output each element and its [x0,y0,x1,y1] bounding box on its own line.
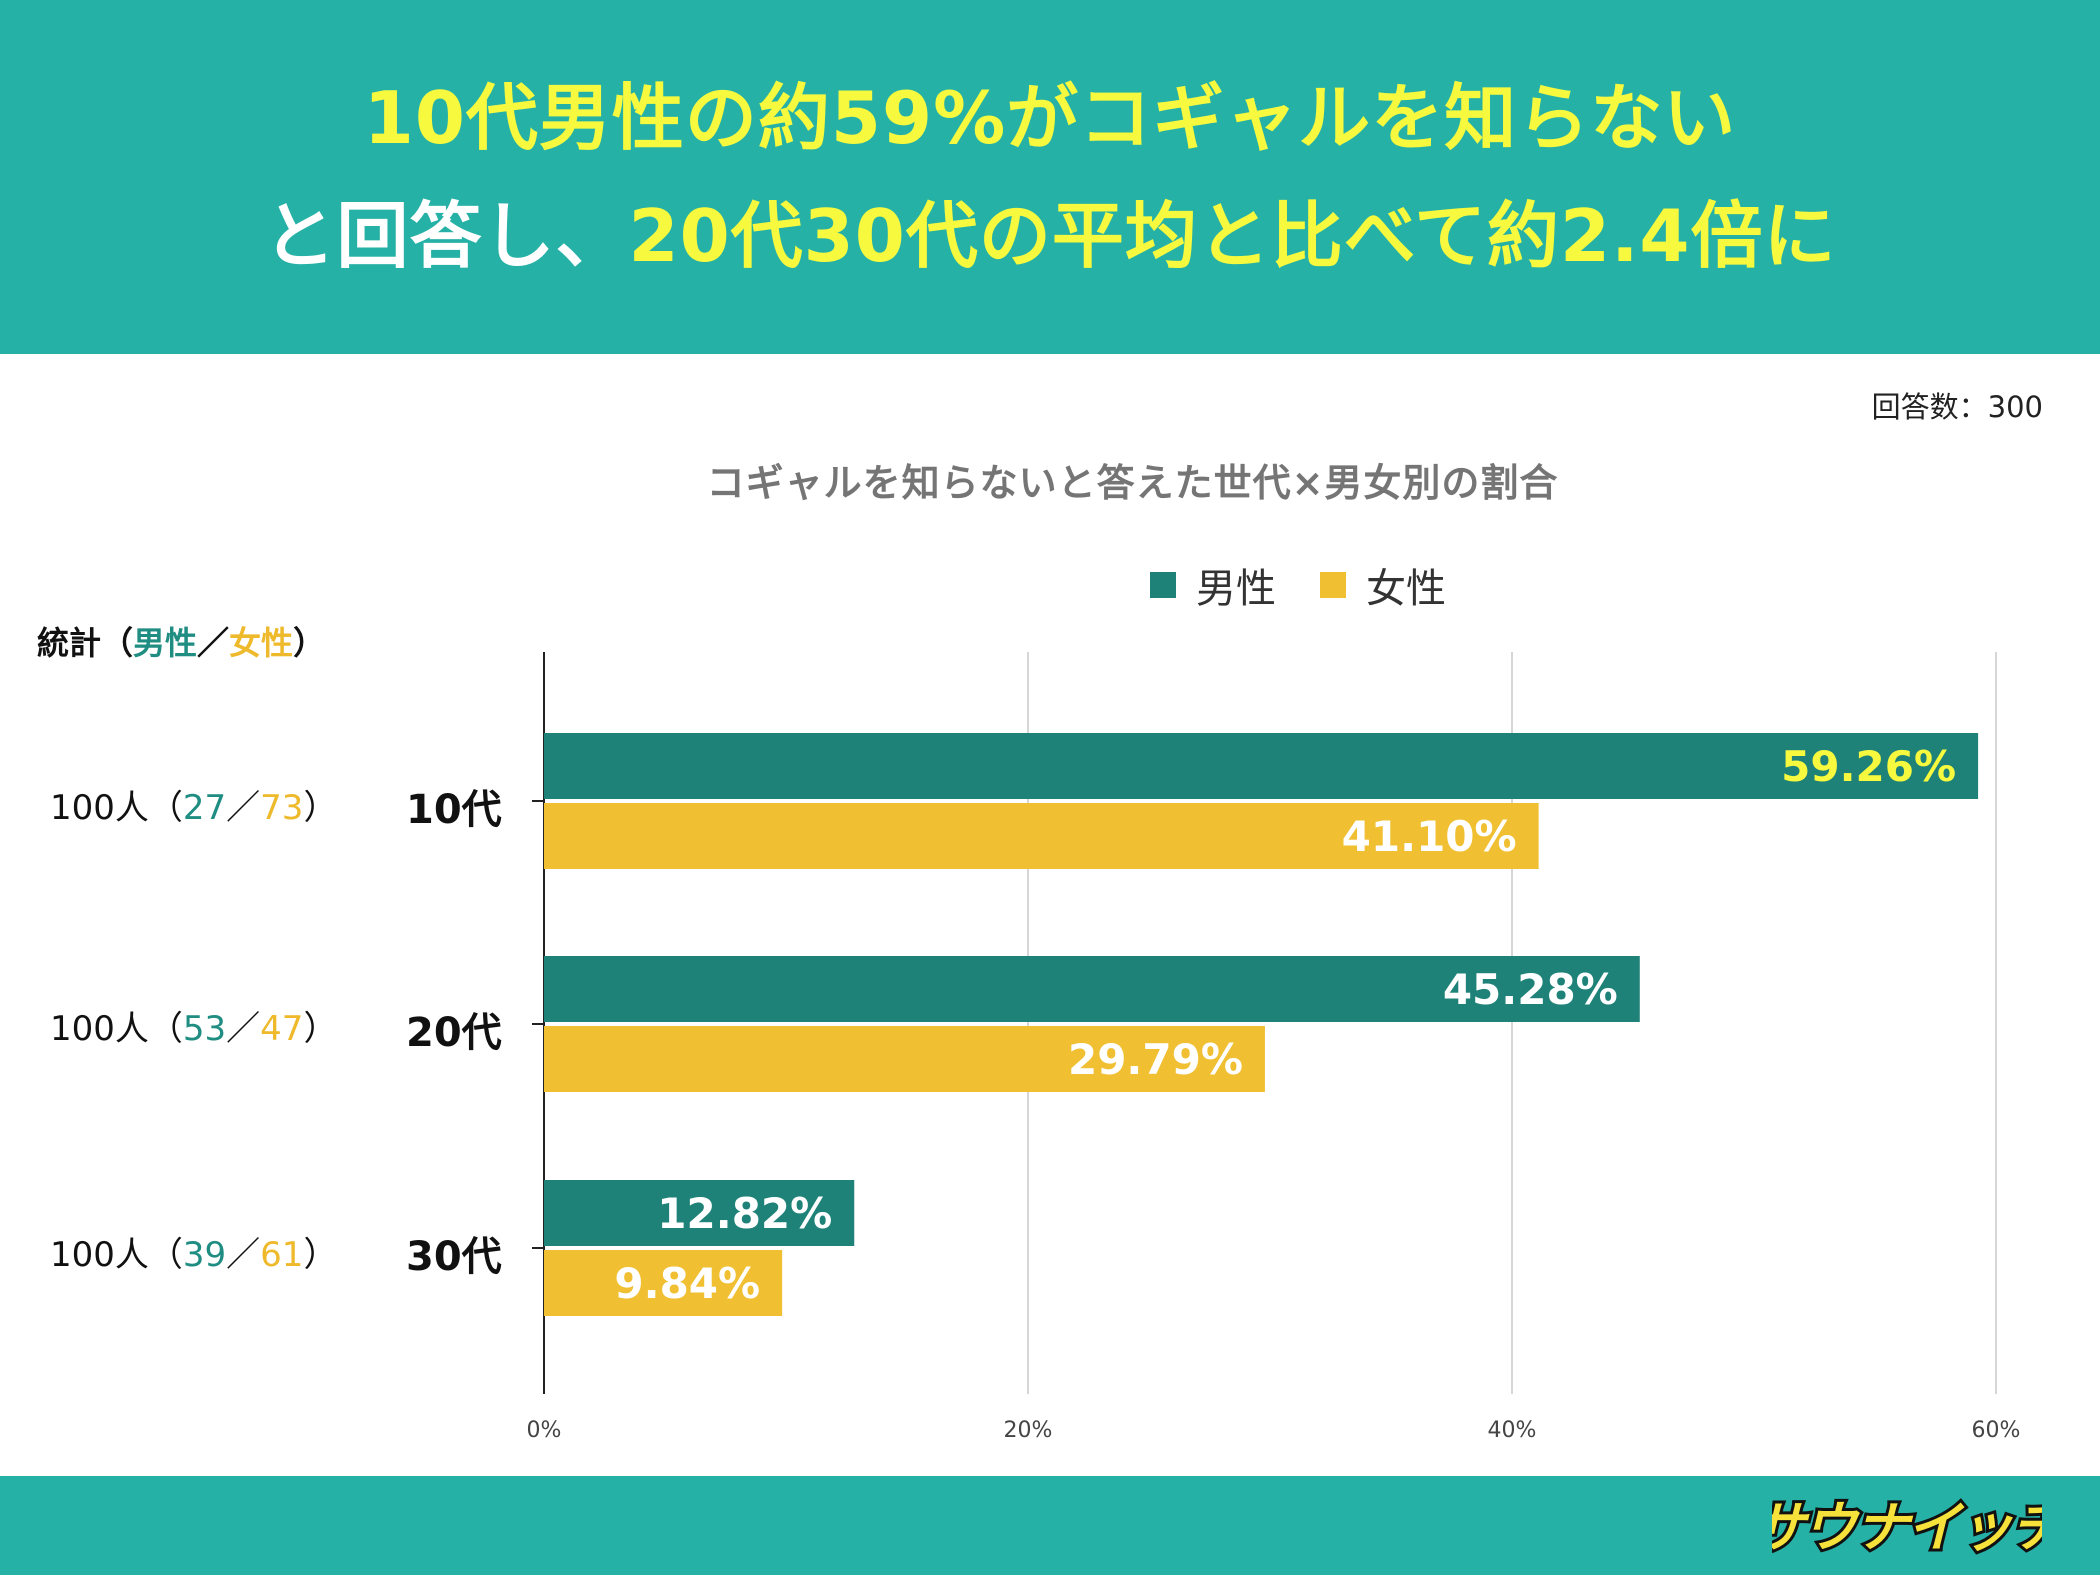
stats-header-close: ） [293,624,326,662]
category-label-20s: 20代 [406,1010,502,1056]
stats-total: 100人（ [50,1235,183,1275]
headline-line-2-yellow: 20代30代の平均と比べて約2.4倍に [628,194,1837,278]
bar-male-20s [544,956,1640,1022]
stats-header: 統計（男性／女性） [37,618,325,664]
x-tick-label: 0% [527,1418,562,1443]
brand-logo: サウナイッチ [1772,1493,2042,1562]
stats-male-count: 27 [182,788,227,828]
header-banner: 10代男性の約59%がコギャルを知らない と回答し、20代30代の平均と比べて約… [0,0,2100,354]
footer-banner: サウナイッチ [0,1476,2100,1575]
stats-sep: ／ [226,1009,261,1049]
stats-total: 100人（ [50,1009,183,1049]
bar-female-30s [544,1250,783,1316]
chart-legend: 男性 女性 [1150,556,1490,614]
legend-item-female: 女性 [1320,556,1446,614]
stats-male-count: 39 [182,1235,227,1275]
bar-female-10s [544,803,1539,869]
bar-male-10s [544,733,1979,799]
bar-male-30s [544,1180,855,1246]
stats-header-female: 女性 [229,624,294,662]
stats-header-label: 統計（ [37,624,134,662]
stats-row-10s: 100人（27／73） [50,780,337,829]
stats-total: 100人（ [50,788,183,828]
respondent-count: 回答数：300 [1871,390,2043,424]
category-label-30s: 30代 [406,1234,502,1280]
stats-close: ） [303,788,338,828]
headline-line-2-white: と回答し、 [263,194,629,278]
brand-logo-text: サウナイッチ [1772,1496,2042,1559]
stats-close: ） [303,1235,338,1275]
data-label-female-30s: 9.84% [614,1259,760,1308]
stats-female-count: 73 [260,788,304,828]
headline-line-1: 10代男性の約59%がコギャルを知らない [364,59,1737,177]
stats-male-count: 53 [182,1009,227,1049]
headline-line-2: と回答し、20代30代の平均と比べて約2.4倍に [263,177,1836,295]
x-tick-label: 20% [1004,1418,1053,1443]
chart-title: コギャルを知らないと答えた世代×男女別の割合 [706,461,1559,505]
stats-row-20s: 100人（53／47） [50,1001,337,1050]
x-tick-label: 60% [1972,1418,2021,1443]
headline-line-1-text: 10代男性の約59%がコギャルを知らない [363,76,1737,160]
data-label-female-10s: 41.10% [1342,812,1517,861]
legend-label-female: 女性 [1366,566,1446,612]
stats-sep: ／ [226,788,261,828]
stats-female-count: 47 [260,1009,304,1049]
stats-female-count: 61 [260,1235,304,1275]
legend-swatch-female [1320,572,1346,598]
legend-swatch-male [1150,572,1176,598]
data-label-female-20s: 29.79% [1068,1035,1243,1084]
data-label-male-30s: 12.82% [657,1189,832,1238]
x-tick-label: 40% [1488,1418,1537,1443]
stats-header-male: 男性 [133,624,198,662]
category-label-10s: 10代 [406,787,502,833]
bar-female-20s [544,1026,1265,1092]
data-label-male-10s: 59.26% [1781,742,1956,791]
data-label-male-20s: 45.28% [1443,965,1618,1014]
legend-item-male: 男性 [1150,556,1276,614]
legend-label-male: 男性 [1196,566,1276,612]
stats-header-sep: ／ [197,624,230,662]
stats-sep: ／ [226,1235,261,1275]
stats-close: ） [303,1009,338,1049]
stats-row-30s: 100人（39／61） [50,1227,337,1276]
